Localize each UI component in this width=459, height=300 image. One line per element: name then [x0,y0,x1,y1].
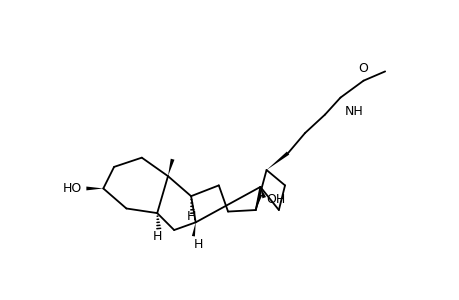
Polygon shape [266,152,289,170]
Polygon shape [260,187,265,198]
Text: H: H [194,238,203,251]
Polygon shape [86,187,103,190]
Polygon shape [191,222,195,236]
Text: HO: HO [62,182,82,195]
Polygon shape [255,194,262,210]
Text: H: H [152,230,162,243]
Polygon shape [168,159,174,176]
Text: O: O [358,61,368,74]
Text: H: H [186,210,196,223]
Text: OH: OH [266,193,285,206]
Text: NH: NH [344,105,363,118]
